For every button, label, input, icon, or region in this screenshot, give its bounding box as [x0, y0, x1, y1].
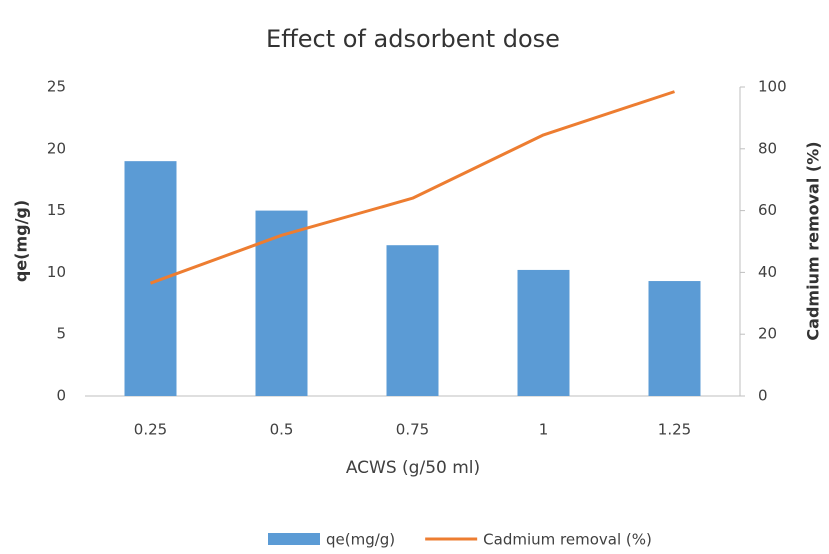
x-tick-label: 0.25	[134, 421, 167, 439]
y2-axis-title: Cadmium removal (%)	[804, 141, 823, 340]
bar	[124, 161, 177, 396]
y-tick-label: 0	[56, 387, 66, 405]
y2-tick-label: 0	[758, 387, 768, 405]
bar	[255, 210, 308, 396]
y-tick-label: 25	[47, 78, 66, 96]
legend-label: qe(mg/g)	[326, 531, 395, 549]
y2-tick-label: 100	[758, 78, 787, 96]
y-tick-label: 15	[47, 201, 66, 219]
y2-tick-label: 40	[758, 263, 777, 281]
bar	[386, 245, 439, 396]
legend-swatch	[268, 533, 320, 545]
bar	[648, 281, 701, 396]
x-tick-label: 1.25	[658, 421, 691, 439]
y-tick-label: 5	[56, 325, 66, 343]
y-tick-label: 10	[47, 263, 66, 281]
x-tick-label: 0.5	[270, 421, 294, 439]
x-tick-label: 1	[539, 421, 549, 439]
legend-label: Cadmium removal (%)	[483, 531, 652, 549]
bar	[517, 269, 570, 396]
y2-tick-label: 80	[758, 139, 777, 157]
y2-tick-label: 60	[758, 201, 777, 219]
x-axis-title: ACWS (g/50 ml)	[346, 458, 480, 478]
chart-title: Effect of adsorbent dose	[266, 25, 560, 53]
y-axis-title: qe(mg/g)	[12, 200, 31, 282]
line	[149, 90, 675, 285]
y2-tick-label: 20	[758, 325, 777, 343]
x-tick-label: 0.75	[396, 421, 429, 439]
y-tick-label: 20	[47, 139, 66, 157]
